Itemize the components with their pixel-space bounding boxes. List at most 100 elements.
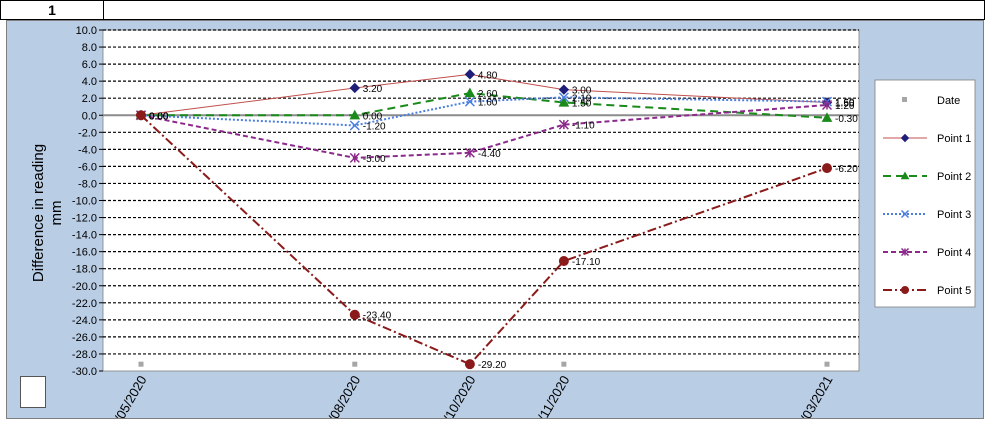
x-tick-label: 13/08/2020 <box>318 373 364 418</box>
legend-items: Date Point 1 Point 2 Point 3 Point 4 Point 5 <box>883 95 971 297</box>
x-tick-label: 10/11/2020 <box>527 373 572 418</box>
data-label: 4.80 <box>478 70 498 81</box>
y-axis-ticks: 10.0 8.0 6.0 4.0 2.0 0.0 -2.0 -4.0 -6.0 -8.0 -10.0… <box>72 25 103 378</box>
date-marker <box>352 361 358 367</box>
data-label: 0.00 <box>149 111 169 122</box>
data-label: -0.30 <box>835 114 858 125</box>
y-tick-label: 8.0 <box>82 42 97 54</box>
y-tick-label: -26.0 <box>72 332 97 344</box>
legend-label: Point 3 <box>937 209 971 221</box>
legend-item: Point 4 <box>883 247 971 259</box>
y-tick-label: 6.0 <box>82 59 97 71</box>
series-point-5 <box>136 110 832 370</box>
legend-item: Point 5 <box>883 285 971 297</box>
marker-triangle <box>821 112 833 122</box>
legend-item: Point 3 <box>883 209 971 221</box>
series-lines <box>135 69 833 370</box>
date-marker <box>138 361 144 367</box>
marker-circle <box>349 309 360 320</box>
series-line <box>140 104 828 159</box>
y-tick-label: -30.0 <box>72 366 97 378</box>
y-tick-label: -2.0 <box>78 127 97 139</box>
marker-diamond <box>558 84 570 95</box>
marker-diamond <box>900 133 910 143</box>
legend-label: Point 5 <box>937 285 971 297</box>
date-marker <box>561 361 567 367</box>
marker-circle <box>558 256 569 267</box>
data-label: -1.10 <box>572 121 595 132</box>
marker-diamond <box>349 82 360 94</box>
marker-triangle <box>558 96 570 107</box>
y-tick-label: -4.0 <box>78 144 97 156</box>
data-label: -1.20 <box>363 121 386 132</box>
line-chart: 10.0 8.0 6.0 4.0 2.0 0.0 -2.0 -4.0 -6.0 -8.0 -10.0… <box>30 25 976 423</box>
data-label: 0.00 <box>149 111 169 122</box>
y-tick-label: 0.0 <box>82 110 97 122</box>
data-label: 3.00 <box>572 86 592 97</box>
y-tick-label: 4.0 <box>82 76 97 88</box>
legend: Date Point 1 Point 2 Point 3 Point 4 Point 5 <box>874 79 976 308</box>
y-tick-label: -18.0 <box>72 264 97 276</box>
y-tick-label: 10.0 <box>76 25 97 37</box>
x-tick-label: 14/05/2020 <box>104 373 150 418</box>
gridlines <box>103 29 859 355</box>
y-tick-label: -20.0 <box>72 281 97 293</box>
chart-area: 10.0 8.0 6.0 4.0 2.0 0.0 -2.0 -4.0 -6.0 -8.0 -10.0… <box>6 20 984 423</box>
y-tick-label: -10.0 <box>72 196 97 208</box>
data-label: 1.60 <box>835 98 855 109</box>
x-tick-label: 01/10/2020 <box>433 373 479 418</box>
marker-circle <box>464 359 475 370</box>
y-axis-title-unit: mm <box>48 201 65 226</box>
y-tick-label: -12.0 <box>72 213 97 225</box>
data-label: -23.40 <box>363 311 392 322</box>
data-label: 0.00 <box>149 111 169 122</box>
marker-circle <box>136 110 146 121</box>
y-tick-label: -8.0 <box>78 178 97 190</box>
header-bar: 1 <box>0 0 985 20</box>
data-labels: 0.003.204.803.001.500.00 0.002.601.50-0.3… <box>149 70 858 371</box>
data-label: 0.00 <box>363 111 383 122</box>
data-label: 0.00 <box>149 111 169 122</box>
y-tick-label: -16.0 <box>72 247 97 259</box>
y-tick-label: -22.0 <box>72 298 97 310</box>
legend-swatch-date <box>902 97 907 102</box>
data-label: -4.40 <box>478 149 501 160</box>
data-label: -29.20 <box>478 360 507 371</box>
data-label: -5.00 <box>363 154 386 165</box>
legend-item: Date <box>902 95 960 107</box>
marker-x <box>349 120 360 131</box>
marker-x <box>900 209 910 219</box>
legend-label: Point 1 <box>937 133 971 145</box>
marker-x <box>558 92 569 103</box>
data-label: 2.10 <box>572 93 592 104</box>
series-line <box>140 96 828 127</box>
y-tick-label: -6.0 <box>78 161 97 173</box>
legend-label: Point 2 <box>937 171 971 183</box>
marker-x <box>464 96 475 107</box>
empty-box <box>20 376 46 408</box>
y-tick-label: -28.0 <box>72 349 97 361</box>
data-label: 1.20 <box>835 101 855 112</box>
data-label: -17.10 <box>572 257 601 268</box>
marker-circle <box>901 286 909 294</box>
data-label: 2.60 <box>478 89 498 100</box>
legend-item: Point 1 <box>883 133 971 145</box>
y-axis-title: Difference in reading <box>30 144 47 282</box>
data-label: 3.20 <box>363 84 383 95</box>
data-label: -6.20 <box>835 164 858 175</box>
data-label: 1.60 <box>478 98 498 109</box>
date-marker <box>824 361 830 367</box>
legend-label: Date <box>937 95 960 107</box>
series-line <box>140 114 828 366</box>
y-tick-label: 2.0 <box>82 93 97 105</box>
marker-circle <box>822 163 832 174</box>
marker-triangle <box>900 171 910 180</box>
y-tick-label: -24.0 <box>72 315 97 327</box>
data-label: 1.50 <box>572 98 592 109</box>
marker-triangle <box>464 87 476 98</box>
chart-id-label: 1 <box>1 1 104 19</box>
legend-box <box>874 79 976 308</box>
legend-item: Point 2 <box>883 171 971 183</box>
data-label: 0.00 <box>149 111 169 122</box>
